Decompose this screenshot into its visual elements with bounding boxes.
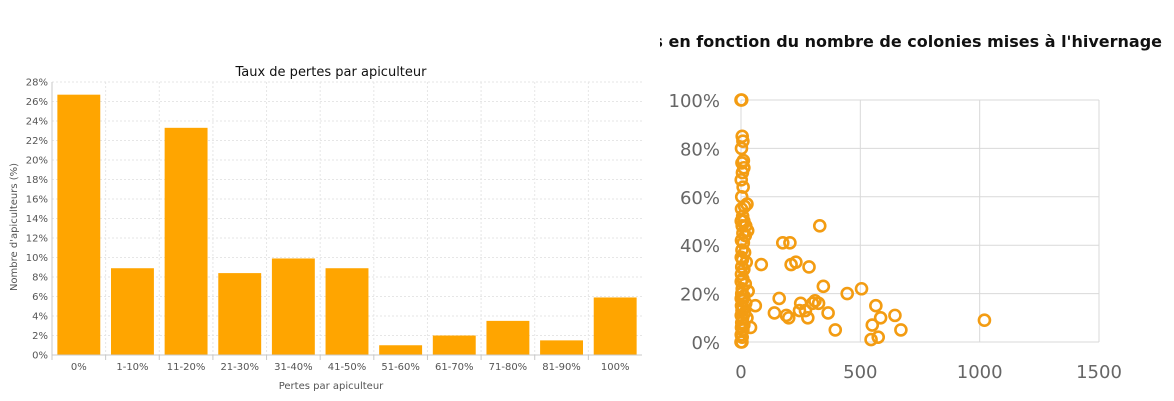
bar-10 <box>540 340 583 355</box>
scatter-point-59 <box>743 320 758 335</box>
bar-chart-y-axis-label: Nombre d'apiculteurs (%) <box>9 163 20 291</box>
bar-chart-y-tick-label: 22% <box>26 136 48 147</box>
bar-chart-x-tick-label: 21-30% <box>220 362 259 373</box>
scatter-chart-y-tick-label: 20% <box>680 285 720 306</box>
scatter-point-58 <box>735 335 749 349</box>
bar-chart-y-tick-label: 28% <box>26 78 48 89</box>
bar-11 <box>593 297 637 355</box>
bar-chart-x-axis-label: Pertes par apiculteur <box>279 381 384 392</box>
scatter-chart-gridlines <box>740 99 1100 343</box>
bar-chart-x-tick-label: 0% <box>71 362 87 373</box>
scatter-point-72 <box>798 303 813 318</box>
scatter-chart-y-tick-labels: 0% 20% 40% 60% 80% 100% <box>669 91 720 354</box>
scatter-chart-x-tick-label: 500 <box>843 362 877 383</box>
scatter-point-65 <box>779 308 794 323</box>
scatter-point-4 <box>736 134 750 148</box>
bar-chart-y-tick-label: 20% <box>26 156 48 167</box>
scatter-point-23 <box>740 223 755 238</box>
scatter-point-75 <box>805 296 820 311</box>
scatter-point-88 <box>873 310 888 325</box>
scatter-chart-x-tick-label: 1500 <box>1076 362 1122 383</box>
bar-chart-x-tick-label: 31-40% <box>274 362 313 373</box>
scatter-point-5 <box>734 141 749 156</box>
scatter-chart-x-tick-labels: 0 500 1000 1500 <box>735 362 1122 383</box>
scatter-point-9 <box>735 165 750 180</box>
bar-5 <box>271 258 315 355</box>
bar-chart-y-tick-label: 24% <box>26 117 48 128</box>
scatter-chart-points <box>734 93 992 349</box>
bar-chart-gridlines <box>52 81 642 355</box>
bar-chart-y-tick-labels: 0% 2% 4% 6% 8% 10% 12% 14% 16% 18% 20% 22% 24% 26% 28% <box>26 78 48 362</box>
bar-chart-title: Taux de pertes par apiculteur <box>234 65 427 80</box>
bar-chart-x-tick-labels: 0% 1-10% 11-20% 21-30% 31-40% 41-50% 51-60% 61-… <box>51 355 630 373</box>
bar-3 <box>164 127 208 355</box>
bar-1 <box>57 94 101 356</box>
scatter-point-91 <box>977 313 992 328</box>
scatter-point-2 <box>734 93 749 107</box>
scatter-point-84 <box>864 332 878 347</box>
scatter-point-80 <box>821 306 835 320</box>
scatter-point-69 <box>789 255 803 269</box>
scatter-point-67 <box>783 235 797 250</box>
scatter-point-61 <box>754 257 769 272</box>
scatter-point-62 <box>767 306 782 320</box>
bar-2 <box>111 268 154 355</box>
bar-chart-y-tick-label: 0% <box>32 351 48 362</box>
scatter-chart-y-tick-label: 100% <box>669 91 720 112</box>
bar-chart-x-tick-label: 41-50% <box>328 362 367 373</box>
scatter-chart-y-tick-label: 60% <box>680 188 720 209</box>
scatter-point-83 <box>854 281 869 296</box>
bar-chart-y-tick-label: 2% <box>32 331 48 342</box>
bar-chart-y-tick-label: 8% <box>32 273 48 284</box>
scatter-point-86 <box>869 298 883 313</box>
scatter-point-60 <box>748 298 763 313</box>
bar-chart-x-tick-label: 51-60% <box>381 362 420 373</box>
bar-7 <box>379 345 423 355</box>
bar-chart-y-tick-label: 16% <box>26 195 48 206</box>
scatter-point-73 <box>801 310 815 325</box>
scatter-point-63 <box>772 291 786 306</box>
bar-chart-y-tick-label: 6% <box>32 292 48 303</box>
scatter-point-64 <box>775 235 790 250</box>
scatter-chart-x-tick-label: 1000 <box>957 362 1003 383</box>
scatter-chart-title: Taux de pertes en fonction du nombre de … <box>660 32 1162 51</box>
bar-chart-bars <box>57 94 637 356</box>
bar-9 <box>486 320 530 355</box>
bar-chart-y-tick-label: 4% <box>32 312 48 323</box>
scatter-point-10 <box>734 173 749 187</box>
scatter-point-90 <box>894 323 908 337</box>
scatter-chart-y-tick-label: 40% <box>680 236 720 257</box>
bar-chart: Taux de pertes par apiculteur 0% 2% 4% 6% 8%… <box>9 65 642 392</box>
scatter-point-70 <box>792 303 807 318</box>
scatter-point-74 <box>802 260 816 274</box>
bar-chart-x-tick-label: 11-20% <box>167 362 206 373</box>
scatter-point-87 <box>871 330 886 344</box>
scatter-point-79 <box>816 279 831 294</box>
scatter-point-77 <box>811 296 826 311</box>
scatter-point-89 <box>888 308 902 323</box>
bar-chart-x-tick-label: 71-80% <box>489 362 528 373</box>
bar-chart-x-tick-label: 100% <box>601 362 630 373</box>
bar-chart-y-tick-label: 18% <box>26 175 48 186</box>
scatter-chart: Taux de pertes en fonction du nombre de … <box>660 32 1162 383</box>
bar-4 <box>218 273 262 355</box>
bar-chart-x-tick-label: 81-90% <box>542 362 581 373</box>
scatter-chart-y-tick-label: 0% <box>691 333 720 354</box>
scatter-point-78 <box>812 219 827 233</box>
scatter-chart-x-tick-label: 0 <box>735 362 746 383</box>
bar-6 <box>325 268 369 355</box>
bar-chart-y-tick-label: 10% <box>26 253 48 264</box>
scatter-point-85 <box>865 318 880 332</box>
bar-chart-x-tick-label: 61-70% <box>435 362 474 373</box>
bar-chart-y-tick-label: 26% <box>26 97 48 108</box>
bar-8 <box>432 335 476 355</box>
scatter-point-82 <box>840 286 855 301</box>
scatter-point-66 <box>781 310 796 325</box>
bar-chart-x-tick-label: 1-10% <box>116 362 148 373</box>
bar-chart-y-tick-label: 14% <box>26 214 48 225</box>
scatter-chart-y-tick-label: 80% <box>680 139 720 160</box>
bar-chart-y-tick-label: 12% <box>26 234 48 245</box>
scatter-point-81 <box>828 323 843 337</box>
